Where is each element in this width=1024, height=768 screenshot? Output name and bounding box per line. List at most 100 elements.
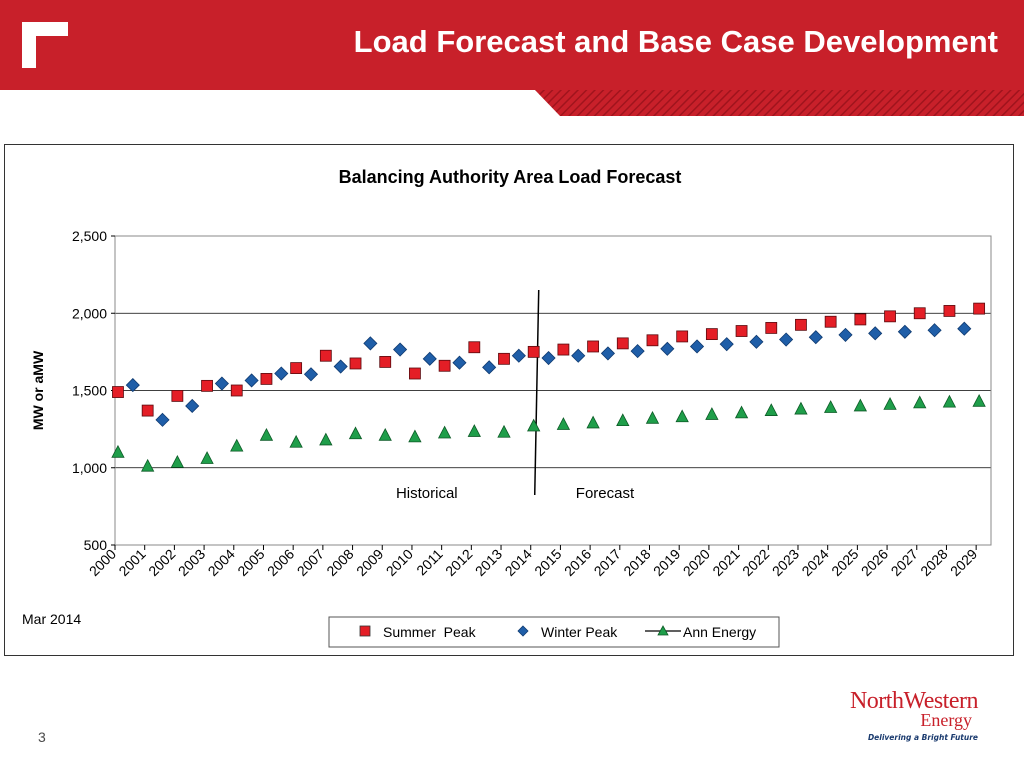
summer-peak-point <box>735 325 748 337</box>
ann-energy-point <box>645 410 660 424</box>
ann-energy-point <box>111 444 125 458</box>
legend-summer-marker <box>359 625 371 637</box>
summer-peak-point <box>795 318 807 331</box>
date-note: Mar 2014 <box>22 611 82 627</box>
summer-peak-point <box>765 322 778 334</box>
brand-tagline: Delivering a Bright Future <box>867 733 978 742</box>
x-tick-label: 2028 <box>917 546 950 579</box>
winter-peak-point <box>897 324 912 339</box>
winter-peak-point <box>868 326 883 341</box>
legend-annual-marker <box>657 625 669 636</box>
ann-energy-point <box>348 426 363 440</box>
summer-peak-point <box>616 337 629 350</box>
winter-peak-point <box>689 339 705 354</box>
ann-energy-point <box>527 418 541 432</box>
summer-peak-point <box>973 302 986 315</box>
annotation-historical: Historical <box>396 485 458 502</box>
summer-peak-point <box>468 341 481 354</box>
winter-peak-point <box>185 398 200 414</box>
y-tick-label: 2,000 <box>72 305 107 321</box>
slide-title: Load Forecast and Base Case Development <box>353 24 998 59</box>
winter-peak-point <box>927 323 942 338</box>
winter-peak-point <box>957 321 972 336</box>
ann-energy-point <box>289 434 303 448</box>
summer-peak-point <box>349 357 362 370</box>
chart-title: Balancing Authority Area Load Forecast <box>339 167 682 187</box>
y-tick-label: 500 <box>84 537 108 553</box>
winter-peak-point <box>660 341 675 356</box>
winter-peak-point <box>719 337 734 352</box>
ann-energy-point <box>319 432 333 446</box>
winter-peak-point <box>303 367 319 382</box>
brand-sub: Energy <box>920 710 972 730</box>
winter-peak-point <box>571 348 586 363</box>
x-tick-label: 2004 <box>205 546 238 579</box>
x-tick-label: 2010 <box>383 546 416 579</box>
x-tick-label: 2027 <box>888 546 921 579</box>
x-tick-label: 2002 <box>145 546 178 579</box>
x-tick-label: 2001 <box>115 546 148 579</box>
legend-annual-label: Ann Energy <box>683 624 756 640</box>
summer-peak-point <box>260 373 273 385</box>
header-stripe <box>535 90 1024 116</box>
summer-peak-point <box>290 362 303 374</box>
summer-peak-point <box>824 315 837 328</box>
legend-summer-label: Summer Peak <box>383 624 477 640</box>
summer-peak-point <box>319 349 332 362</box>
ann-energy-point <box>556 417 571 430</box>
legend: Summer Peak Winter Peak Ann Energy <box>328 616 780 648</box>
x-tick-label: 2018 <box>620 546 653 579</box>
summer-peak-point <box>438 359 451 372</box>
winter-peak-point <box>274 366 289 381</box>
summer-peak-point <box>409 367 421 380</box>
winter-peak-point <box>749 334 764 349</box>
legend-winter-marker <box>517 625 529 637</box>
winter-peak-point <box>600 346 616 361</box>
summer-peak-point <box>854 313 867 326</box>
forecast-divider <box>533 289 540 496</box>
ann-energy-point <box>586 415 600 429</box>
summer-peak-point <box>171 390 184 402</box>
ann-energy-point <box>467 424 481 437</box>
x-tick-label: 2016 <box>561 546 594 579</box>
x-tick-label: 2005 <box>234 546 267 579</box>
summer-peak-point <box>913 307 926 320</box>
y-tick-label: 1,500 <box>72 383 107 399</box>
ann-energy-point <box>705 407 719 420</box>
logo-corner-icon <box>22 22 68 68</box>
x-tick-label: 2019 <box>650 546 683 579</box>
winter-peak-point <box>630 344 645 359</box>
winter-peak-point <box>808 330 823 345</box>
ann-energy-point <box>734 405 749 419</box>
x-tick-label: 2011 <box>413 546 446 579</box>
winter-peak-point <box>393 342 408 357</box>
summer-peak-point <box>587 340 599 353</box>
winter-peak-point <box>541 350 556 366</box>
summer-peak-point <box>112 386 124 398</box>
ann-energy-point <box>378 427 392 441</box>
ann-energy-point <box>853 398 868 412</box>
summer-peak-point <box>884 310 896 323</box>
x-tick-label: 2017 <box>591 546 624 579</box>
summer-peak-point <box>557 343 570 356</box>
summer-peak-point <box>943 305 956 317</box>
ann-energy-point <box>823 400 838 413</box>
winter-peak-point <box>779 332 794 347</box>
ann-energy-point <box>200 451 214 464</box>
ann-energy-point <box>764 403 778 416</box>
summer-peak-point <box>201 379 213 392</box>
summer-peak-point <box>676 330 689 343</box>
header-bar <box>0 0 1024 90</box>
ann-energy-point <box>883 397 897 410</box>
x-tick-label: 2012 <box>442 546 475 579</box>
winter-peak-point <box>482 360 497 375</box>
x-tick-label: 2013 <box>472 546 505 579</box>
y-tick-label: 1,000 <box>72 460 107 476</box>
x-tick-label: 2006 <box>264 546 297 579</box>
summer-peak-point <box>141 404 154 417</box>
winter-peak-point <box>155 412 170 427</box>
x-tick-label: 2009 <box>353 546 386 579</box>
ann-energy-point <box>942 394 957 408</box>
x-tick-label: 2026 <box>858 546 891 579</box>
grid-layer <box>115 235 991 546</box>
